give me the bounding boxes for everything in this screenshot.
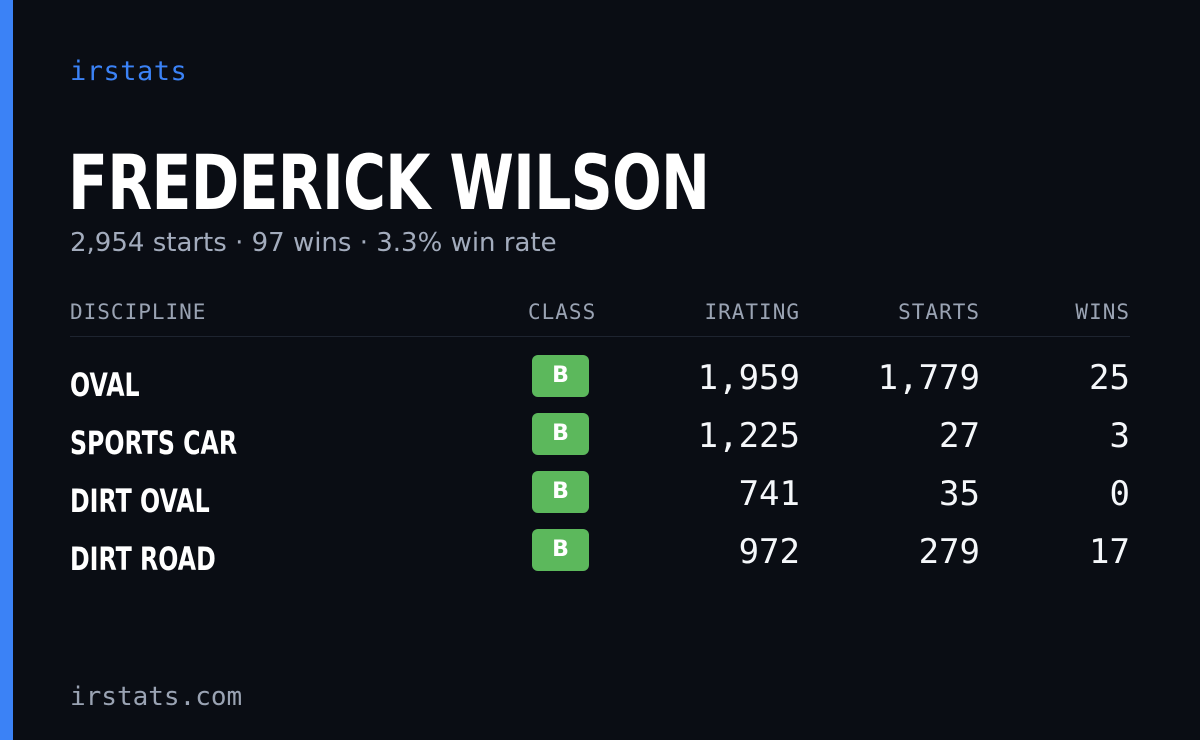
- header-class: CLASS: [528, 300, 597, 324]
- header-starts: STARTS: [898, 300, 980, 324]
- class-badge: B: [532, 355, 589, 397]
- stats-table: DISCIPLINE CLASS IRATING STARTS WINS OVA…: [70, 296, 1130, 584]
- starts-value: 35: [939, 474, 980, 514]
- class-badge: B: [532, 529, 589, 571]
- accent-bar: [0, 0, 13, 740]
- irating-value: 741: [738, 474, 800, 514]
- header-discipline: DISCIPLINE: [70, 300, 207, 324]
- wins-value: 17: [1089, 532, 1130, 572]
- irating-value: 1,959: [697, 358, 800, 398]
- class-badge: B: [532, 471, 589, 513]
- wins-value: 3: [1109, 416, 1130, 456]
- starts-value: 1,779: [877, 358, 980, 398]
- irating-value: 1,225: [697, 416, 800, 456]
- table-row: SPORTS CAR B 1,225 27 3: [70, 410, 1130, 468]
- table-row: OVAL B 1,959 1,779 25: [70, 352, 1130, 410]
- class-badge: B: [532, 413, 589, 455]
- footer-url: irstats.com: [70, 682, 243, 712]
- discipline-name: DIRT OVAL: [70, 482, 210, 520]
- brand-logo: irstats: [70, 56, 188, 87]
- driver-summary: 2,954 starts · 97 wins · 3.3% win rate: [70, 228, 557, 258]
- table-row: DIRT OVAL B 741 35 0: [70, 468, 1130, 526]
- table-row: DIRT ROAD B 972 279 17: [70, 526, 1130, 584]
- starts-value: 27: [939, 416, 980, 456]
- irating-value: 972: [738, 532, 800, 572]
- header-irating: IRATING: [704, 300, 800, 324]
- driver-name: FREDERICK WILSON: [68, 138, 710, 227]
- discipline-name: OVAL: [70, 366, 140, 404]
- table-header: DISCIPLINE CLASS IRATING STARTS WINS: [70, 296, 1130, 337]
- starts-value: 279: [918, 532, 980, 572]
- table-body: OVAL B 1,959 1,779 25 SPORTS CAR B 1,225…: [70, 352, 1130, 584]
- header-wins: WINS: [1075, 300, 1130, 324]
- wins-value: 0: [1109, 474, 1130, 514]
- discipline-name: DIRT ROAD: [70, 540, 216, 578]
- wins-value: 25: [1089, 358, 1130, 398]
- discipline-name: SPORTS CAR: [70, 424, 238, 462]
